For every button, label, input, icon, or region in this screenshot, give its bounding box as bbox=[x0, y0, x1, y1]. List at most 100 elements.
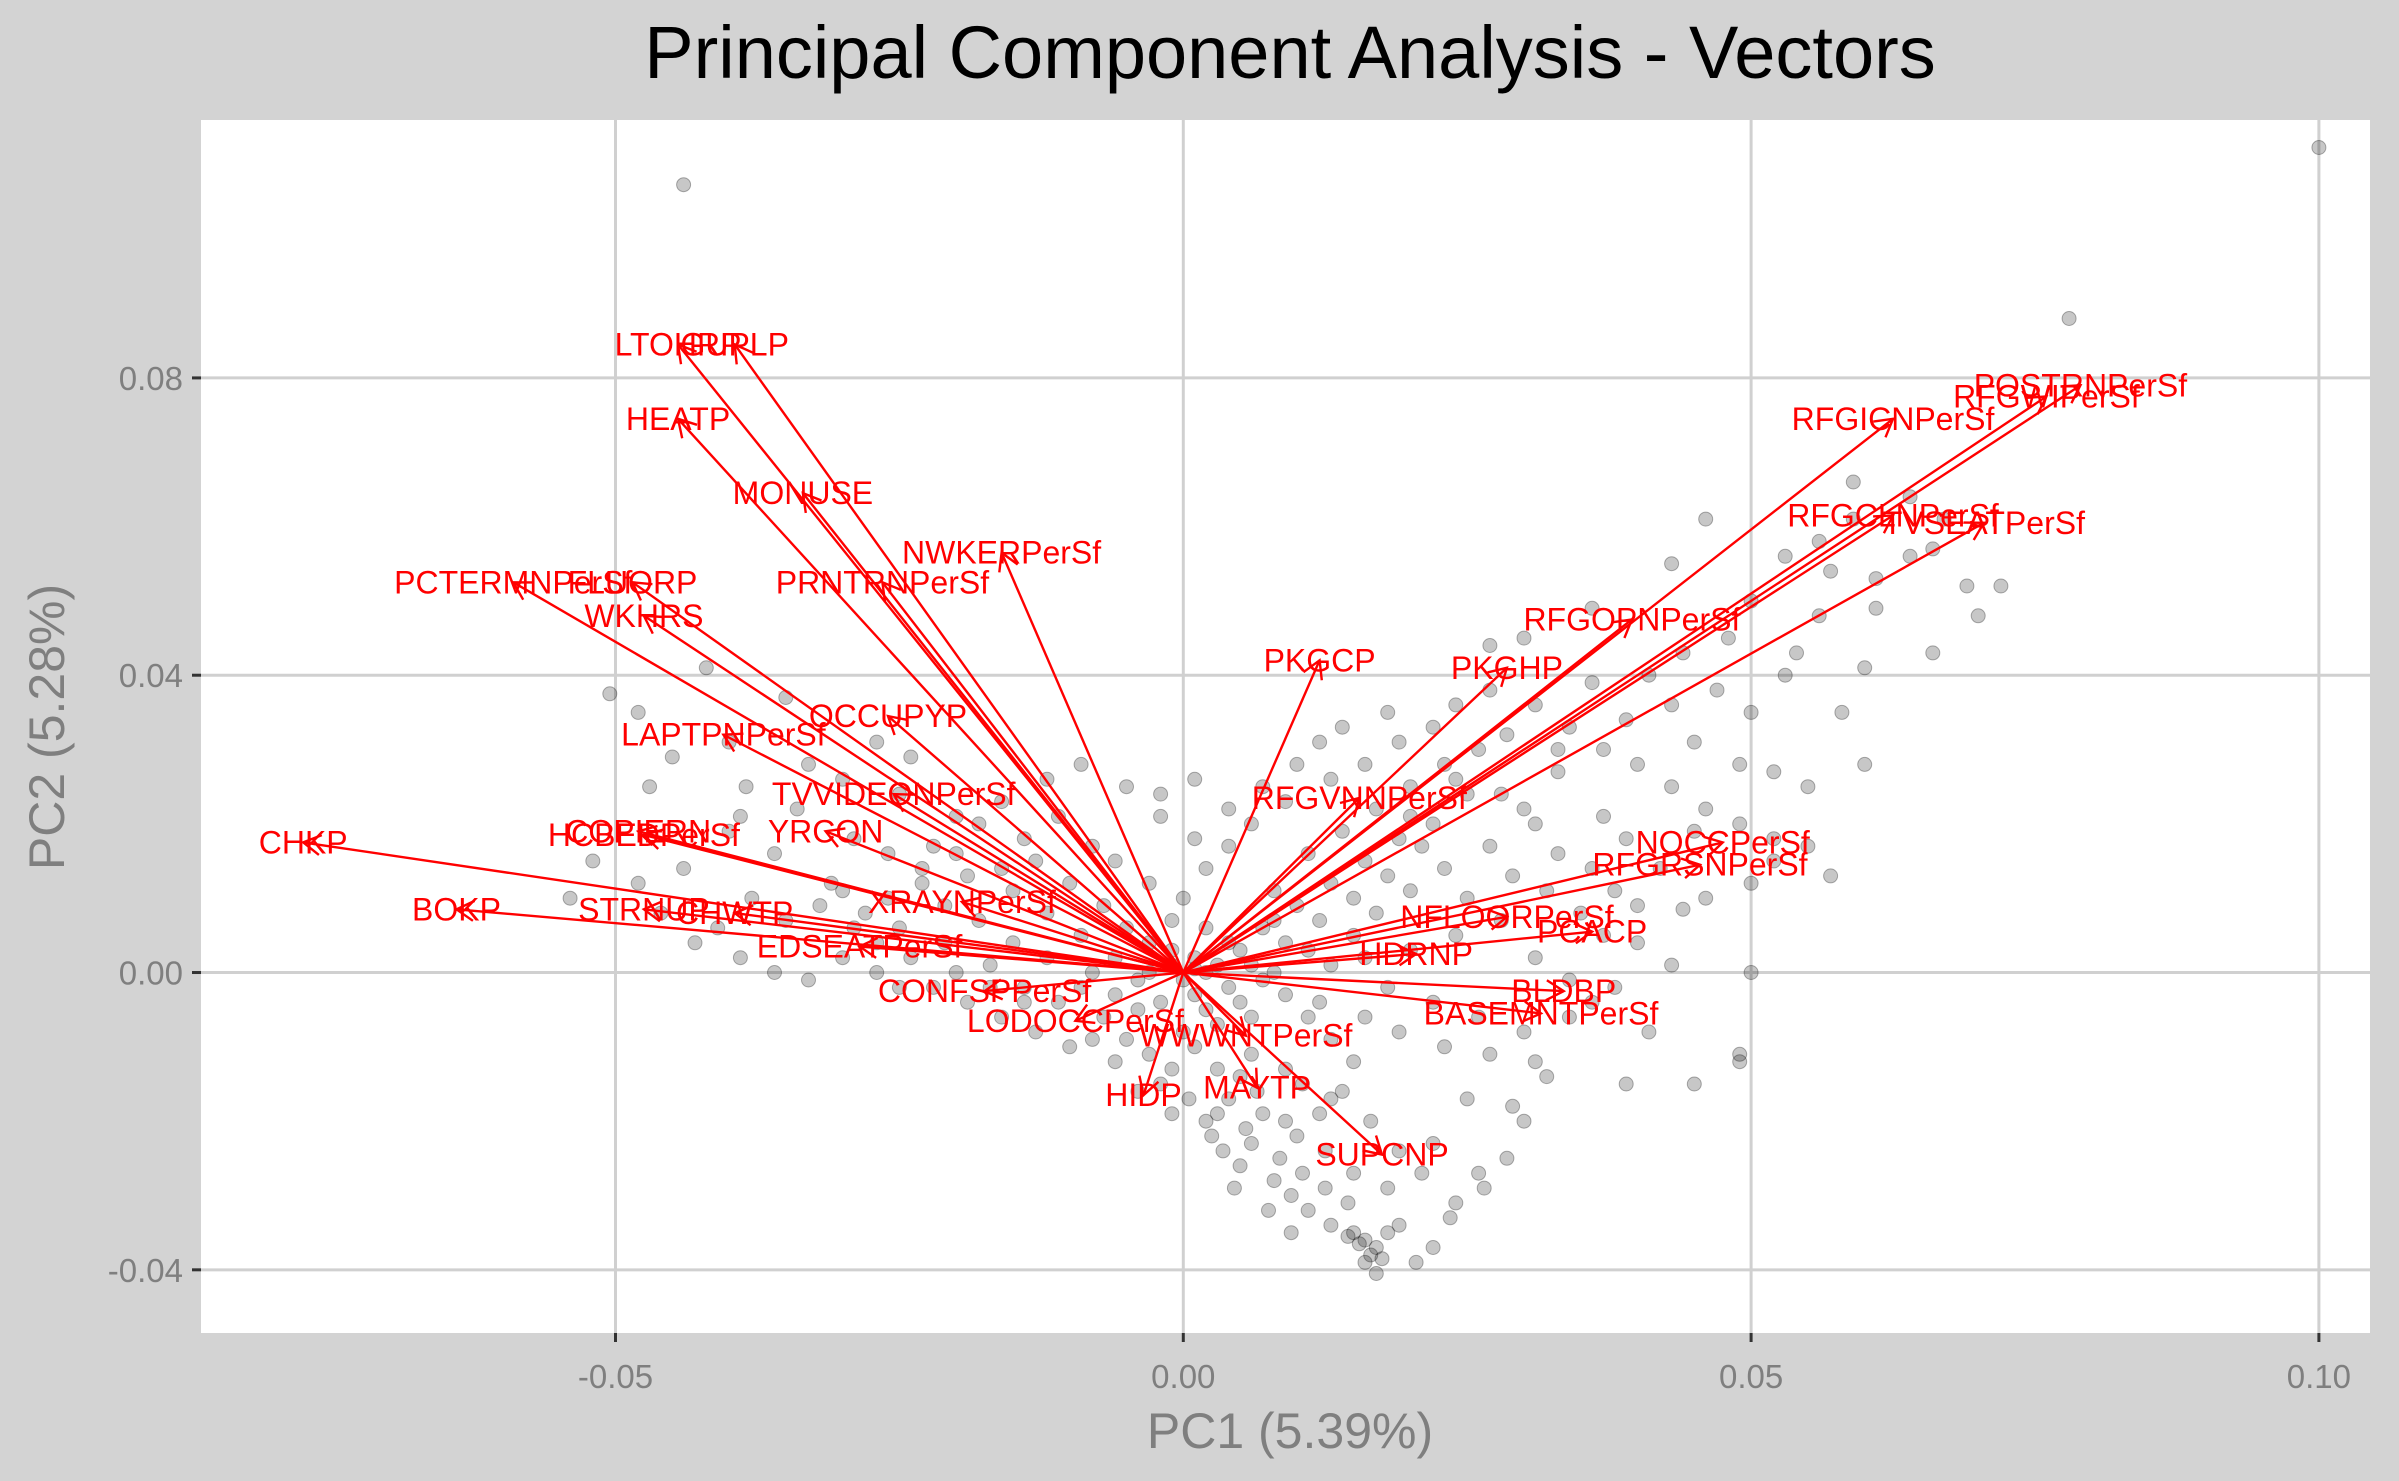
scatter-point bbox=[1346, 1225, 1362, 1241]
vector-label: PRNTRNPerSf bbox=[776, 564, 989, 600]
vector-arrowhead bbox=[1302, 658, 1323, 681]
vector-PKGHP: PKGHP bbox=[1182, 650, 1563, 974]
scatter-point bbox=[1153, 786, 1169, 802]
vector-arrowhead bbox=[1545, 979, 1567, 1002]
scatter-point bbox=[1527, 950, 1543, 966]
scatter-point bbox=[2061, 311, 2077, 326]
vector-arrowhead bbox=[1238, 1067, 1259, 1090]
scatter-point bbox=[1278, 987, 1293, 1003]
scatter-point bbox=[1164, 913, 1180, 928]
scatter-point bbox=[1368, 905, 1384, 921]
vector-label: TVVIDEONPerSf bbox=[772, 776, 1016, 812]
vector-line bbox=[1142, 972, 1185, 1096]
scatter-point bbox=[1743, 965, 1759, 980]
vector-line bbox=[1074, 971, 1184, 1022]
vector-arrowhead bbox=[1487, 908, 1510, 931]
gridlines bbox=[201, 120, 2370, 1333]
vector-arrowhead bbox=[676, 417, 698, 439]
scatter-point bbox=[948, 965, 964, 980]
scatter-point bbox=[1596, 927, 1611, 943]
plot-panel bbox=[201, 120, 2370, 1333]
vector-line bbox=[734, 911, 1184, 974]
vector-label: EDSEATPerSf bbox=[757, 929, 963, 965]
vector-line bbox=[887, 715, 1185, 974]
scatter-point bbox=[1448, 697, 1464, 713]
vector-arrowhead bbox=[1073, 1003, 1096, 1025]
scatter-point bbox=[1346, 1054, 1362, 1070]
vector-line bbox=[1182, 384, 2082, 974]
vector-arrowhead bbox=[1963, 521, 1986, 541]
vector-arrowhead bbox=[857, 936, 879, 959]
scatter-point bbox=[1709, 682, 1725, 698]
scatter-point bbox=[1505, 868, 1521, 884]
vector-label: FLUORP bbox=[568, 564, 698, 600]
vector-OCCUPYP: OCCUPYP bbox=[809, 698, 1185, 974]
scatter-point bbox=[1153, 1076, 1169, 1092]
scatter-point bbox=[1630, 898, 1645, 914]
scatter-point bbox=[1766, 853, 1782, 869]
scatter-point bbox=[1317, 1143, 1333, 1159]
scatter-point bbox=[1323, 771, 1339, 787]
vector-arrowhead bbox=[732, 904, 754, 927]
x-axis-title: PC1 (5.39%) bbox=[1147, 1403, 1433, 1459]
vector-line bbox=[1182, 659, 1321, 973]
scatter-point bbox=[1187, 987, 1203, 1003]
vector-label: RFGCLNPerSf bbox=[1787, 497, 1999, 533]
scatter-point bbox=[1272, 1150, 1288, 1166]
vector-arrowhead bbox=[1703, 835, 1726, 858]
vector-label: CHWTP bbox=[676, 895, 793, 931]
vector-arrowhead bbox=[2026, 395, 2049, 415]
scatter-point bbox=[1062, 1039, 1078, 1055]
vector-arrowhead bbox=[1611, 618, 1634, 639]
scatter-point bbox=[1050, 994, 1066, 1010]
vector-line bbox=[1183, 930, 1593, 974]
scatter-point bbox=[1357, 1254, 1373, 1270]
scatter-point bbox=[1073, 756, 1089, 772]
vector-arrowhead bbox=[630, 580, 653, 602]
scatter-point bbox=[1374, 1251, 1390, 1267]
scatter-point bbox=[1539, 1069, 1555, 1085]
scatter-point bbox=[1584, 994, 1600, 1010]
vector-line bbox=[512, 581, 1184, 974]
vector-line bbox=[677, 417, 1185, 974]
vector-arrowhead bbox=[1397, 944, 1419, 967]
vector-PCTERMNPerSf: PCTERMNPerSf bbox=[394, 564, 1184, 974]
scatter-point bbox=[1096, 898, 1112, 914]
vector-arrowhead bbox=[1573, 922, 1595, 945]
chart-title: Principal Component Analysis - Vectors bbox=[644, 11, 1936, 94]
scatter-point bbox=[1323, 1091, 1339, 1107]
scatter-point bbox=[1732, 756, 1748, 772]
x-tick-label: 0.05 bbox=[1719, 1358, 1783, 1395]
scatter-point bbox=[1607, 883, 1623, 899]
scatter-point bbox=[1209, 1061, 1225, 1077]
scatter-point bbox=[1766, 831, 1782, 847]
scatter-point bbox=[1408, 1254, 1424, 1270]
scatter-point bbox=[1232, 942, 1248, 958]
scatter-point bbox=[1561, 972, 1577, 988]
x-tick-label: 0.10 bbox=[2287, 1358, 2351, 1395]
scatter-point bbox=[1096, 1009, 1112, 1025]
scatter-point bbox=[914, 875, 930, 891]
scatter-point bbox=[1289, 1128, 1305, 1144]
vector-line bbox=[733, 343, 1185, 974]
scatter-point bbox=[1016, 994, 1032, 1010]
scatter-point bbox=[630, 875, 646, 891]
scatter-point bbox=[1505, 1098, 1521, 1114]
vector-label: TVSEATPerSf bbox=[1883, 505, 2085, 541]
scatter-point bbox=[1243, 1136, 1259, 1151]
scatter-point bbox=[1527, 816, 1543, 832]
scatter-point bbox=[602, 686, 618, 702]
scatter-point bbox=[1448, 1195, 1464, 1211]
scatter-point bbox=[738, 779, 754, 795]
scatter-point bbox=[642, 779, 658, 795]
scatter-point bbox=[1221, 801, 1237, 817]
vector-line bbox=[1182, 521, 1985, 974]
scatter-point bbox=[1153, 808, 1169, 824]
scatter-point bbox=[1368, 1266, 1384, 1281]
vector-XRAYNPerSf: XRAYNPerSf bbox=[868, 884, 1184, 974]
vector-line bbox=[1183, 971, 1564, 993]
vector-label: RFGRSNPerSf bbox=[1592, 847, 1807, 883]
scatter-point bbox=[1823, 868, 1839, 884]
scatter-point bbox=[1380, 1180, 1396, 1196]
scatter-point bbox=[801, 972, 816, 988]
